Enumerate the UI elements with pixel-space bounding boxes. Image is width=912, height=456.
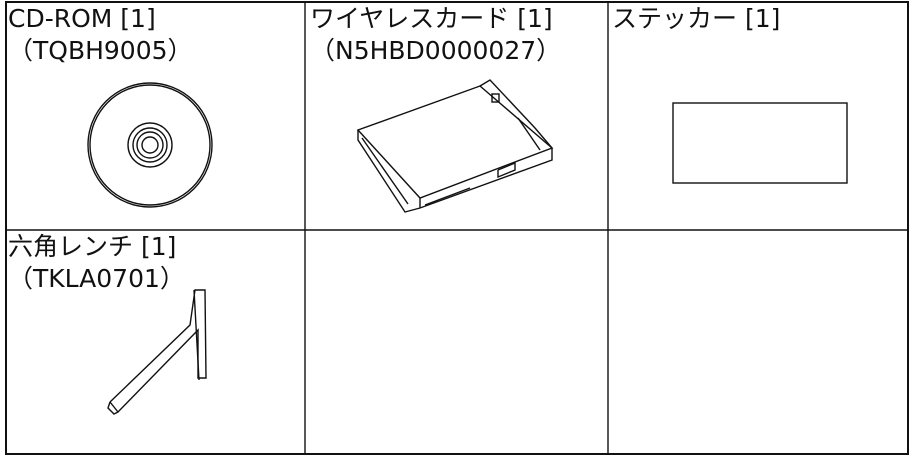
item-name: ステッカー [1] [612, 4, 781, 33]
wrench-icon [107, 289, 207, 415]
card-icon [356, 79, 554, 213]
table-border [5, 1, 909, 455]
item-code: （TKLA0701） [8, 264, 185, 293]
sticker-icon [672, 102, 848, 184]
item-name: 六角レンチ [1] [8, 232, 177, 261]
item-code: （TQBH9005） [8, 36, 193, 65]
cd-icon [87, 82, 213, 208]
item-name: ワイヤレスカード [1] [310, 4, 553, 33]
item-code: （N5HBD0000027） [310, 36, 562, 65]
item-name: CD-ROM [1] [8, 4, 156, 33]
